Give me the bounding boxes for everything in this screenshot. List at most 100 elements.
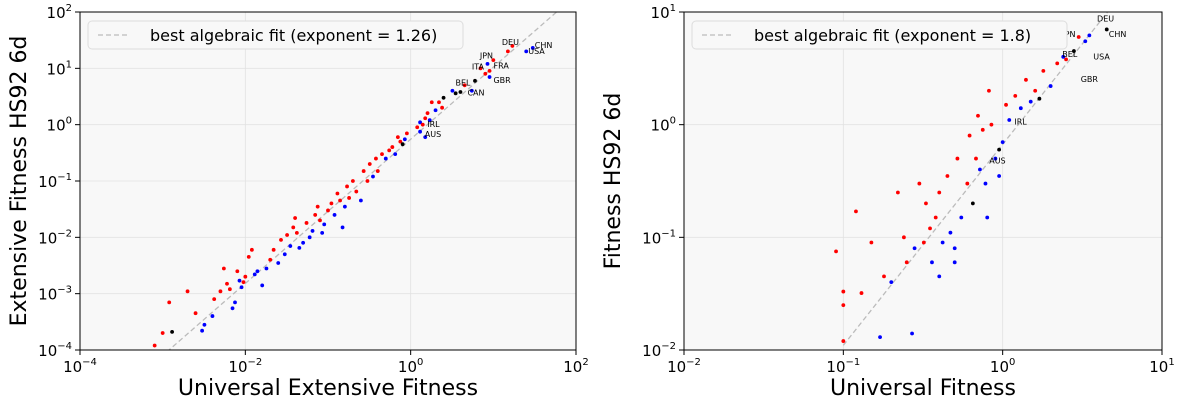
data-point [924,201,928,206]
country-label: DEU [502,38,519,47]
data-point [478,66,483,71]
data-point [371,174,375,179]
data-point [978,167,982,172]
x-tick-label: 10−2 [228,357,262,376]
data-point [260,283,265,288]
data-point [1033,88,1038,93]
data-point [440,105,444,110]
data-point [293,216,298,220]
y-tick-label: 102 [47,3,72,22]
data-point [350,179,355,183]
country-label: FRA [493,61,509,70]
data-point [402,137,407,142]
data-point [1064,57,1068,62]
data-point [530,46,535,50]
fit-line [167,12,558,350]
data-point [983,181,988,186]
y-axis-label: Fitness HS92 6d [601,93,626,270]
data-point [902,235,906,240]
data-point [458,90,463,94]
data-point [469,88,474,93]
data-point [450,88,455,93]
y-tick-label: 10−1 [642,228,676,247]
data-point [869,240,874,245]
country-label: AUS [425,130,441,139]
data-point [933,215,938,220]
data-point [1041,69,1046,73]
legend: best algebraic fit (exponent = 1.26) [87,20,464,50]
data-point [241,280,246,285]
x-tick-label: 10−1 [826,357,860,376]
data-point [993,156,998,161]
x-tick-label: 10−4 [63,357,97,376]
data-point [322,222,327,227]
data-point [425,111,430,116]
data-point [315,204,320,209]
legend-box [691,20,1068,50]
data-point [1061,54,1066,59]
x-tick-label: 101 [1149,357,1174,376]
data-point [167,300,172,305]
data-point [510,44,515,48]
data-point [834,249,838,254]
data-point [340,225,345,230]
data-point [955,156,960,161]
x-tick-label: 102 [563,357,588,376]
data-point [940,240,945,245]
data-point [249,247,254,252]
x-axis-label: Universal Extensive Fitness [178,376,478,401]
data-point [230,306,235,311]
x-tick-label: 100 [398,357,423,376]
country-label: GBR [493,76,511,85]
fitness-chart: DEU JPN CHN USA BEL GBR IRL AUS 10−2 10−1 100 101 10… [601,3,1175,401]
data-point [160,331,165,335]
data-point [193,311,198,316]
data-point [937,190,942,195]
fit-line [842,12,1109,346]
data-point [904,260,909,265]
y-tick-label: 10−3 [38,285,72,304]
data-point [928,226,932,231]
data-point [912,246,917,251]
legend-box [87,20,464,50]
data-point [335,191,340,196]
data-point [1000,140,1005,145]
data-point [895,190,900,195]
country-label: USA [528,47,545,56]
data-point [387,148,392,153]
data-point [423,116,428,121]
data-point [398,139,403,144]
data-point [301,240,306,245]
country-label: BEL [456,78,472,87]
data-point [433,108,438,113]
country-label: JPN [479,51,493,60]
country-label: USA [1093,52,1110,61]
data-point [243,274,248,279]
country-label: CHN [535,41,553,50]
data-point [1104,27,1109,32]
data-point [1048,84,1053,88]
data-point [374,156,378,161]
data-point [329,201,334,206]
data-point [952,260,957,265]
data-point [227,287,232,292]
data-point [453,91,458,96]
data-point [948,230,953,235]
data-point [485,61,490,66]
data-point [974,156,978,161]
data-point [233,300,237,305]
data-point [288,244,293,248]
data-point [237,278,242,283]
data-point [989,122,994,127]
data-point [970,201,975,206]
data-point [326,208,330,213]
country-label: IRL [1014,118,1027,127]
y-axis-label: Extensive Fitness HS92 6d [7,36,32,327]
data-point [1013,94,1018,98]
data-point [841,339,846,343]
data-point [1087,33,1092,38]
x-axis-label: Universal Fitness [830,376,1016,401]
data-point [279,238,283,242]
data-point [225,281,229,286]
